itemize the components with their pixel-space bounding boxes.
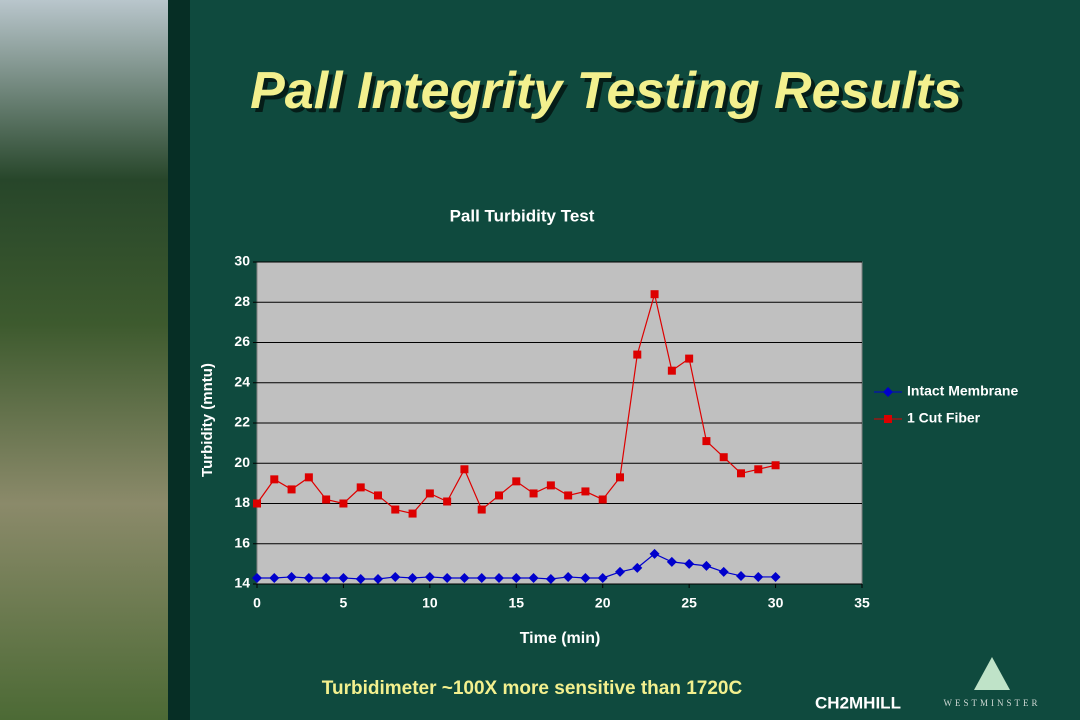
x-axis-label: Time (min)	[520, 630, 601, 647]
legend-label: 1 Cut Fiber	[907, 410, 981, 426]
marker	[425, 489, 434, 498]
marker	[737, 469, 745, 478]
marker	[736, 570, 746, 581]
x-tick-label: 20	[595, 595, 611, 611]
marker	[374, 491, 382, 500]
marker	[528, 572, 539, 583]
marker	[563, 571, 574, 582]
marker	[286, 571, 297, 582]
marker	[408, 509, 417, 518]
photo-strip	[0, 0, 168, 720]
marker	[564, 491, 573, 500]
marker	[303, 572, 314, 583]
marker	[754, 465, 763, 474]
marker	[684, 558, 695, 569]
marker	[884, 415, 892, 423]
marker	[338, 572, 349, 583]
legend-label: Intact Membrane	[907, 383, 1018, 399]
y-tick-label: 14	[234, 575, 250, 591]
marker	[598, 495, 607, 504]
x-tick-label: 10	[422, 595, 438, 611]
y-tick-label: 20	[234, 454, 250, 470]
marker	[339, 499, 348, 508]
y-tick-label: 30	[234, 253, 250, 269]
logo-icon	[974, 657, 1010, 690]
marker	[321, 572, 332, 583]
marker	[667, 366, 676, 375]
marker	[649, 548, 660, 559]
marker	[269, 572, 280, 583]
y-tick-label: 28	[234, 293, 250, 309]
slide-title: Pall Integrity Testing Results	[250, 62, 962, 120]
marker	[322, 495, 331, 504]
marker	[494, 572, 504, 583]
marker	[390, 571, 401, 582]
marker	[495, 491, 503, 500]
marker	[373, 573, 383, 584]
divider	[168, 0, 190, 720]
chart-title: Pall Turbidity Test	[450, 206, 595, 225]
marker	[424, 571, 435, 582]
x-tick-label: 35	[854, 595, 870, 611]
marker	[253, 499, 261, 508]
y-tick-label: 24	[234, 373, 250, 389]
marker	[477, 505, 486, 514]
marker	[407, 572, 418, 583]
marker	[615, 566, 625, 577]
marker	[460, 465, 469, 474]
marker	[511, 572, 522, 583]
y-tick-label: 26	[234, 333, 250, 349]
marker	[355, 573, 366, 584]
footnote: Turbidimeter ~100X more sensitive than 1…	[322, 678, 743, 699]
marker	[616, 473, 624, 482]
marker	[771, 461, 780, 470]
marker	[632, 562, 643, 573]
marker	[633, 350, 642, 359]
marker	[529, 489, 538, 498]
marker	[753, 571, 764, 582]
marker	[719, 453, 728, 462]
marker	[356, 483, 365, 492]
marker	[304, 473, 313, 482]
marker	[702, 437, 711, 446]
x-tick-label: 30	[768, 595, 784, 611]
marker	[701, 560, 712, 571]
y-tick-label: 22	[234, 414, 250, 430]
marker	[391, 505, 400, 514]
partner-logo: WESTMINSTER	[944, 698, 1041, 708]
marker	[597, 572, 608, 583]
marker	[545, 573, 556, 584]
y-tick-label: 16	[234, 534, 250, 550]
marker	[580, 572, 591, 583]
x-tick-label: 5	[340, 595, 348, 611]
company-logo: CH2MHILL	[815, 693, 901, 712]
x-tick-label: 0	[253, 595, 261, 611]
y-tick-label: 18	[234, 494, 250, 510]
marker	[546, 481, 555, 490]
marker	[443, 497, 452, 506]
marker	[581, 487, 590, 496]
marker	[685, 354, 694, 363]
marker	[442, 572, 453, 583]
x-tick-label: 15	[508, 595, 524, 611]
title-shadow: Pall Integrity Testing Results	[254, 66, 966, 124]
marker	[287, 485, 296, 494]
marker	[459, 572, 470, 583]
y-axis-label: Turbidity (mntu)	[199, 363, 216, 477]
marker	[476, 572, 487, 583]
marker	[650, 290, 659, 299]
marker	[252, 572, 262, 583]
marker	[883, 387, 893, 397]
marker	[718, 566, 729, 577]
marker	[270, 475, 279, 484]
marker	[666, 556, 677, 567]
marker	[512, 477, 521, 486]
chart: 14 16 18 20 22 24 26 28 30 0 5 10 15 20 25 30 35 Intact M…	[234, 253, 1018, 611]
marker	[770, 571, 781, 582]
x-tick-label: 25	[681, 595, 697, 611]
